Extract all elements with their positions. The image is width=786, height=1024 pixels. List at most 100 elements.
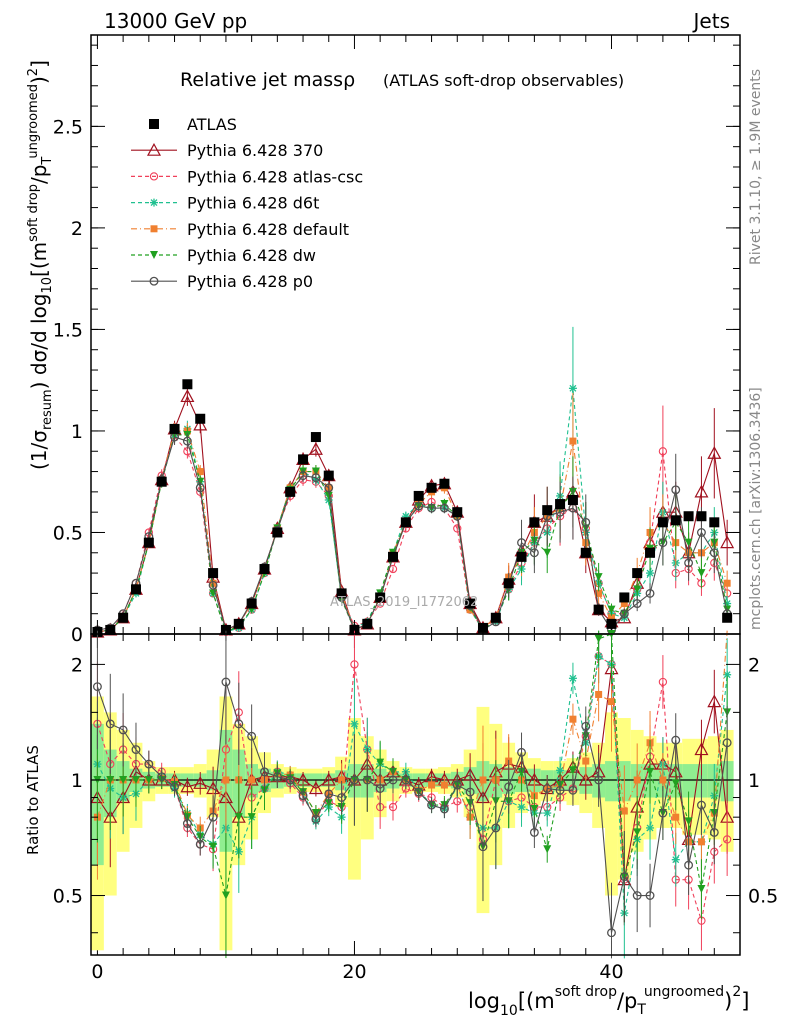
pythia-6-428-default-ratio-point-40	[607, 698, 615, 706]
atlas-point-15	[285, 486, 296, 497]
pythia-6-428-p0-ratio-point-18	[324, 789, 334, 799]
pythia-6-428-p0-point-42	[632, 599, 642, 608]
pythia-6-428-p0-ratio-point-2	[118, 725, 128, 735]
pythia-6-428-370-ratio-point-38	[578, 772, 593, 786]
pythia-6-428-p0-ratio-point-9	[208, 812, 218, 822]
pythia-6-428-p0-ratio-line	[96, 681, 728, 933]
plot-title: Relative jet massρ	[180, 69, 355, 91]
pythia-6-428-p0-ratio-point-10	[221, 677, 231, 687]
atlas-point-31	[490, 612, 501, 623]
atlas-point-37	[567, 494, 578, 505]
pythia-6-428-default-point-40	[607, 614, 615, 622]
pythia-6-428-370-point-47	[694, 484, 709, 498]
pythia-6-428-p0-ratio-point-26	[427, 800, 437, 810]
pythia-6-428-370-ratio-point-8	[193, 776, 208, 789]
legend-marker	[149, 172, 159, 181]
pythia-6-428-d6t-ratio-point-49-d	[723, 671, 731, 679]
ytick-label-1: 0.5	[53, 522, 83, 544]
atlas-point-26	[426, 482, 437, 493]
atlas-point-36	[555, 499, 566, 510]
pythia-6-428-d6t-ratio-point-43-d	[646, 824, 654, 832]
atlas-point-42	[632, 568, 643, 579]
ratio-ytick-label-right-2: 2	[748, 654, 760, 676]
pythia-6-428-d6t-ratio-point-33-d	[518, 803, 525, 811]
pythia-6-428-p0-point-9	[208, 580, 218, 590]
pythia-6-428-dw-ratio-point-45	[671, 779, 680, 788]
atlas-point-8	[195, 413, 206, 424]
atlas-point-35	[542, 505, 553, 516]
pythia-6-428-p0-point-16	[298, 471, 308, 481]
pythia-6-428-d6t-ratio-point-20	[350, 719, 359, 728]
atlas-point-14	[272, 527, 283, 538]
pythia-6-428-dw-ratio-point-4	[144, 775, 153, 784]
pythia-6-428-default-ratio-point-38	[582, 757, 590, 765]
atlas-point-43	[645, 547, 656, 558]
pythia-6-428-p0-ratio-point-25	[414, 787, 424, 797]
atlas-point-33	[516, 551, 527, 562]
pythia-6-428-dw-ratio-point-39	[594, 634, 603, 643]
pythia-6-428-p0-point-45	[671, 485, 681, 495]
pythia-6-428-p0-ratio-point-42	[632, 891, 642, 900]
pythia-6-428-atlas-csc-point-28	[453, 524, 462, 533]
pythia-6-428-p0-ratio-point-8	[195, 839, 205, 849]
legend-item-pythia-6-428-d6t: Pythia 6.428 d6t	[131, 194, 319, 213]
legend-label: ATLAS	[187, 115, 237, 134]
atlas-point-32	[503, 578, 514, 589]
atlas-point-1	[105, 624, 116, 635]
pythia-6-428-dw-ratio-point-10	[221, 891, 230, 900]
pythia-6-428-dw-ratio-point-2	[119, 775, 128, 784]
band-stat-40	[605, 761, 618, 802]
pythia-6-428-p0-ratio-point-12	[247, 731, 257, 741]
atlas-point-2	[118, 612, 129, 623]
pythia-6-428-p0-ratio-point-30	[478, 842, 488, 852]
pythia-6-428-p0-ratio-point-40	[607, 928, 616, 938]
legend-marker	[149, 119, 159, 129]
pythia-6-428-default-point-8	[196, 468, 204, 476]
pythia-6-428-p0-ratio-point-27	[439, 804, 449, 814]
pythia-6-428-dw-ratio-point-22	[376, 758, 385, 767]
pythia-6-428-370-ratio-point-47	[694, 742, 709, 756]
pythia-6-428-p0-ratio-point-33	[517, 747, 526, 757]
legend-item-pythia-6-428-p0: Pythia 6.428 p0	[131, 272, 313, 291]
pythia-6-428-p0-ratio-point-43	[645, 891, 655, 900]
pythia-6-428-default-ratio-point-45	[672, 813, 680, 821]
pythia-6-428-370-ratio-line	[96, 668, 728, 880]
pythia-6-428-atlas-csc-line	[97, 435, 728, 633]
pythia-6-428-p0-ratio-point-16	[298, 791, 308, 801]
pythia-6-428-default-ratio-point-27	[440, 781, 448, 789]
legend-marker	[150, 225, 158, 233]
ytick-label-5: 2.5	[53, 116, 83, 138]
pythia-6-428-370-point-8	[193, 417, 208, 431]
pythia-6-428-p0-ratio-point-45	[671, 735, 681, 745]
pythia-6-428-atlas-csc-ratio-point-23	[388, 802, 398, 812]
pythia-6-428-d6t-ratio-point-45	[671, 855, 680, 864]
atlas-point-27	[439, 478, 450, 489]
pythia-6-428-p0-ratio-point-44	[658, 808, 668, 818]
pythia-6-428-default-ratio-point-26	[428, 781, 436, 789]
legend-label: Pythia 6.428 atlas-csc	[187, 167, 363, 186]
pythia-6-428-atlas-csc-ratio-point-49	[722, 835, 732, 844]
pythia-6-428-p0-point-43	[645, 588, 655, 598]
atlas-point-21	[362, 618, 373, 629]
pythia-6-428-dw-point-42	[633, 585, 642, 594]
pythia-6-428-dw-ratio-point-47	[697, 884, 706, 893]
legend-label: Pythia 6.428 default	[187, 220, 349, 239]
legend-label: Pythia 6.428 d6t	[187, 194, 319, 213]
atlas-point-38	[580, 547, 591, 558]
atlas-point-7	[182, 379, 193, 390]
legend-label: Pythia 6.428 p0	[187, 272, 313, 291]
atlas-point-41	[619, 592, 630, 603]
ratio-ytick-label-right-1: 1	[748, 770, 760, 792]
pythia-6-428-p0-ratio-point-24	[401, 775, 411, 785]
legend-marker-d	[150, 199, 158, 207]
pythia-6-428-default-point-37	[569, 437, 577, 445]
atlas-point-4	[143, 537, 154, 548]
pythia-6-428-p0-ratio-point-15	[285, 775, 295, 785]
pythia-6-428-dw-ratio-point-35	[543, 845, 552, 854]
atlas-point-12	[246, 598, 257, 609]
pythia-6-428-dw-ratio-point-3	[131, 775, 140, 784]
pythia-6-428-default-ratio-point-10	[222, 776, 230, 784]
ytick-label-4: 2	[71, 218, 83, 240]
legend-marker	[150, 198, 158, 207]
pythia-6-428-370-ratio-point-7	[180, 779, 195, 793]
